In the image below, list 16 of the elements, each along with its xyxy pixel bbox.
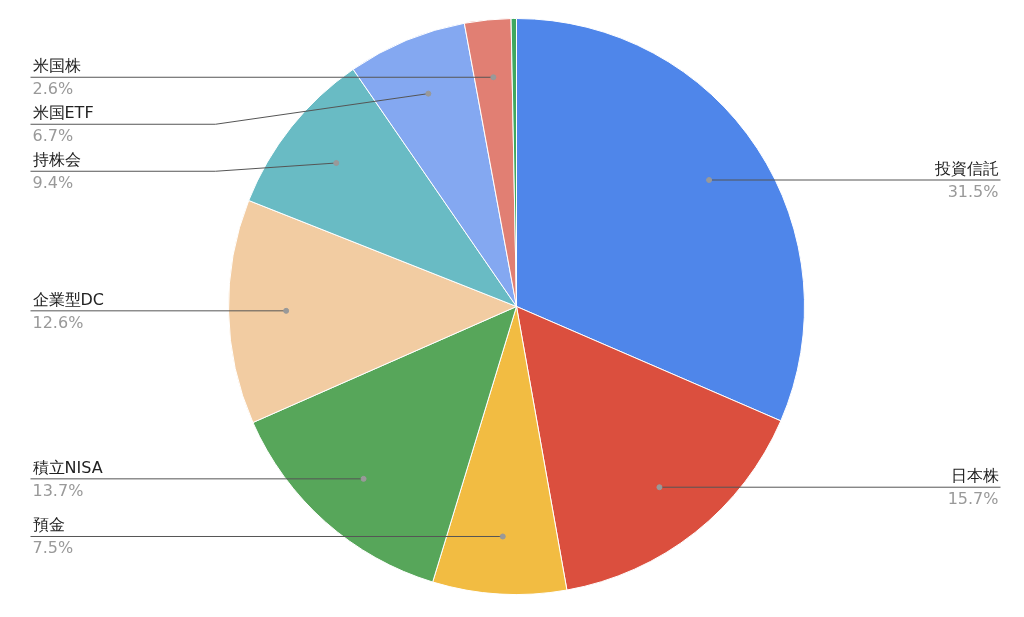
slice-label: 投資信託 bbox=[933, 159, 999, 179]
slice-label: 預金 bbox=[32, 515, 65, 535]
data-label: 2.6% bbox=[32, 79, 74, 99]
slice-label: 持株会 bbox=[32, 150, 81, 170]
slice-label: 日本株 bbox=[950, 466, 999, 486]
data-label: 15.7% bbox=[947, 489, 999, 509]
data-label: 12.6% bbox=[32, 312, 84, 332]
slice-label: 米国株 bbox=[32, 56, 81, 76]
data-label: 9.4% bbox=[32, 173, 74, 193]
slice-label: 積立NISA bbox=[32, 457, 103, 477]
data-label: 31.5% bbox=[947, 182, 999, 202]
slice-label: 企業型DC bbox=[32, 289, 104, 309]
data-label: 7.5% bbox=[32, 538, 74, 558]
data-label: 6.7% bbox=[32, 126, 74, 146]
data-label: 13.7% bbox=[32, 480, 84, 500]
slice-label: 米国ETF bbox=[32, 103, 94, 123]
